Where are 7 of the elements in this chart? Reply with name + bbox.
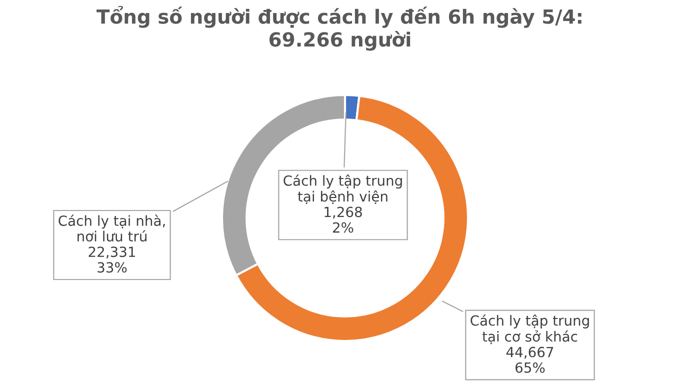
data-label: 44,667 65% xyxy=(506,346,554,373)
slice-label: Cách ly tập trung tại cơ sở khác xyxy=(470,314,589,344)
chart-title: Tổng số người được cách ly đến 6h ngày 5/4: 69.266 người xyxy=(96,6,582,51)
slice-label: Cách ly tại nhà, nơi lưu trú xyxy=(58,214,165,242)
data-label: 22,331 33% xyxy=(88,246,136,273)
slice-label: Cách ly tập trung tại bệnh viện xyxy=(284,174,402,204)
data-label: 1,268 2% xyxy=(324,206,362,233)
